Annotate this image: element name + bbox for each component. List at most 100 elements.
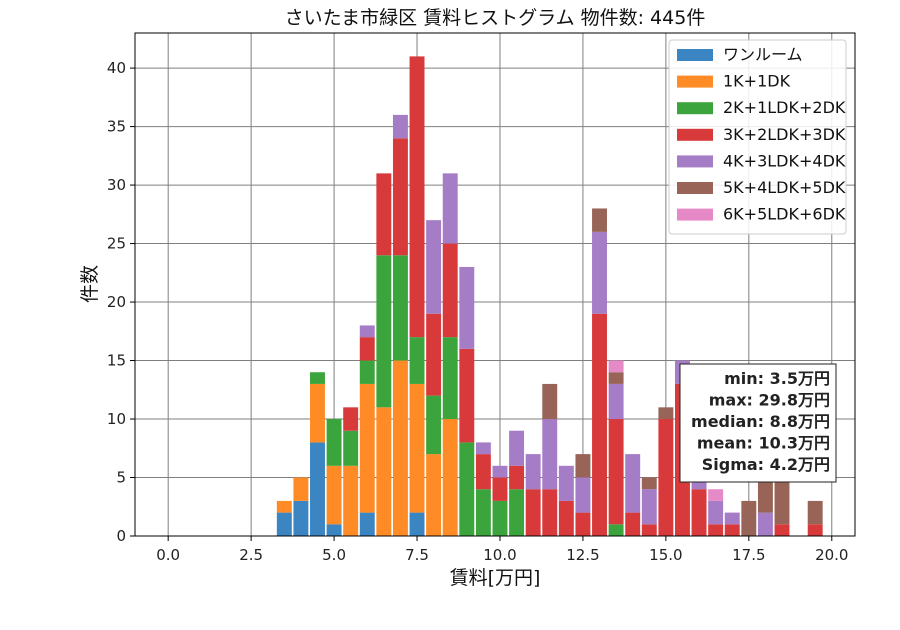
bar-5-17: [542, 419, 558, 490]
bar-4-31: [774, 524, 790, 536]
bar-5-11: [442, 173, 458, 244]
bar-5-19: [575, 477, 591, 513]
y-tick-label: 10: [107, 410, 126, 428]
legend-swatch: [677, 208, 713, 221]
bar-5-12: [459, 266, 475, 349]
bar-1-4: [326, 524, 342, 536]
bar-4-28: [724, 524, 740, 536]
bar-1-9: [409, 512, 425, 536]
bar-4-13: [475, 454, 491, 490]
legend-label: 2K+1LDK+2DK: [723, 98, 846, 117]
bar-4-8: [392, 138, 408, 256]
legend-swatch: [677, 155, 713, 168]
bar-4-33: [807, 524, 823, 536]
x-tick-label: 12.5: [566, 546, 599, 564]
x-tick-label: 5.0: [322, 546, 346, 564]
bar-3-11: [442, 337, 458, 420]
bar-2-4: [326, 465, 342, 525]
y-axis-ticks: 0 5 10 15 20 25 30 35 40: [107, 59, 135, 545]
chart-title: さいたま市緑区 賃料ヒストグラム 物件数: 445件: [285, 7, 706, 29]
bar-2-2: [293, 477, 309, 501]
bar-4-26: [691, 489, 707, 536]
bar-2-8: [392, 360, 408, 536]
bar-4-9: [409, 56, 425, 338]
y-tick-label: 25: [107, 235, 126, 253]
bar-3-15: [509, 489, 525, 536]
bar-4-18: [558, 500, 574, 536]
bar-2-10: [426, 454, 442, 536]
bar-4-21: [608, 419, 624, 525]
bar-2-11: [442, 419, 458, 536]
bar-4-27: [708, 524, 724, 536]
x-tick-label: 2.5: [239, 546, 263, 564]
bar-5-30: [757, 512, 773, 536]
bar-4-16: [525, 489, 541, 536]
y-tick-label: 5: [116, 469, 126, 487]
bar-4-23: [641, 524, 657, 536]
stats-box: min: 3.5万円 max: 29.8万円 median: 8.8万円 mean: …: [679, 363, 837, 483]
bar-2-5: [343, 465, 359, 536]
bar-3-21: [608, 524, 624, 536]
bar-3-5: [343, 430, 359, 466]
legend-swatch: [677, 182, 713, 194]
y-tick-label: 0: [116, 527, 126, 545]
bar-3-7: [376, 255, 392, 408]
bar-6-19: [575, 454, 591, 478]
bar-4-14: [492, 477, 508, 501]
bar-5-18: [558, 465, 574, 501]
bar-2-6: [359, 383, 375, 513]
x-tick-label: 17.5: [732, 546, 765, 564]
bar-6-24: [658, 407, 674, 420]
bar-5-28: [724, 512, 740, 525]
bar-1-6: [359, 512, 375, 536]
bar-1-3: [310, 442, 325, 536]
bar-5-22: [625, 454, 641, 513]
bar-3-13: [475, 489, 491, 536]
x-axis-ticks: 0.0 2.5 5.0 7.5 10.0 12.5 15.0 17.5 20.0: [156, 536, 848, 564]
legend-swatch: [677, 49, 713, 61]
stats-line: max: 29.8万円: [709, 391, 830, 410]
y-tick-label: 40: [107, 59, 126, 77]
bar-1-1: [276, 512, 292, 536]
y-tick-label: 30: [107, 176, 126, 194]
legend-label: ワンルーム: [723, 45, 803, 64]
legend-label: 3K+2LDK+3DK: [723, 125, 846, 144]
bar-3-14: [492, 500, 508, 536]
bar-3-6: [359, 360, 375, 384]
bar-4-19: [575, 512, 591, 536]
stats-line: min: 3.5万円: [724, 369, 830, 388]
bar-5-10: [426, 220, 442, 314]
bar-6-17: [542, 383, 558, 420]
bar-5-21: [608, 383, 624, 420]
bar-3-10: [426, 395, 442, 455]
bar-5-23: [641, 489, 657, 525]
bar-5-16: [525, 454, 541, 490]
bar-3-9: [409, 337, 425, 384]
stats-frame: [679, 363, 837, 483]
y-tick-label: 20: [107, 293, 126, 311]
bar-4-17: [542, 489, 558, 536]
bar-7-21: [608, 360, 624, 373]
bar-4-15: [509, 465, 525, 490]
bar-1-2: [293, 500, 309, 536]
x-tick-label: 10.0: [483, 546, 516, 564]
bar-7-27: [708, 489, 724, 501]
bar-4-11: [442, 243, 458, 338]
bar-4-20: [592, 313, 607, 536]
legend: ワンルーム 1K+1DK 2K+1LDK+2DK 3K+2LDK+3DK 4K+3LDK…: [668, 39, 847, 235]
plot-frame: [134, 32, 856, 537]
bar-5-6: [359, 325, 375, 338]
bar-4-5: [343, 407, 359, 431]
bar-4-24: [658, 419, 674, 536]
bars: [276, 56, 823, 536]
bar-3-4: [326, 419, 342, 466]
bar-3-12: [459, 442, 475, 536]
bar-2-7: [376, 407, 392, 536]
x-axis-label: 賃料[万円]: [450, 567, 541, 589]
bar-5-13: [475, 442, 491, 455]
legend-swatch: [677, 102, 713, 115]
y-tick-label: 35: [107, 118, 126, 136]
bar-5-20: [592, 231, 607, 314]
bar-4-7: [376, 173, 392, 256]
